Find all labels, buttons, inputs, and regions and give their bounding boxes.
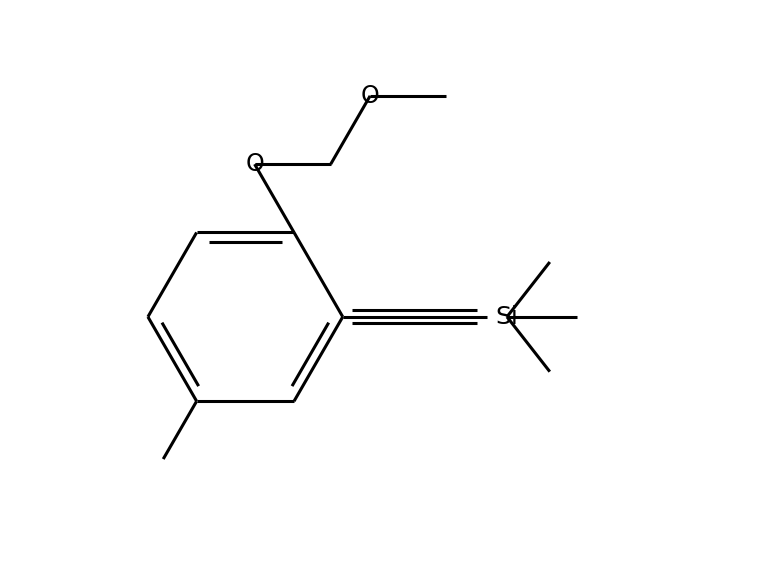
- Text: O: O: [361, 84, 379, 108]
- Text: O: O: [245, 152, 264, 176]
- Text: Si: Si: [495, 305, 518, 329]
